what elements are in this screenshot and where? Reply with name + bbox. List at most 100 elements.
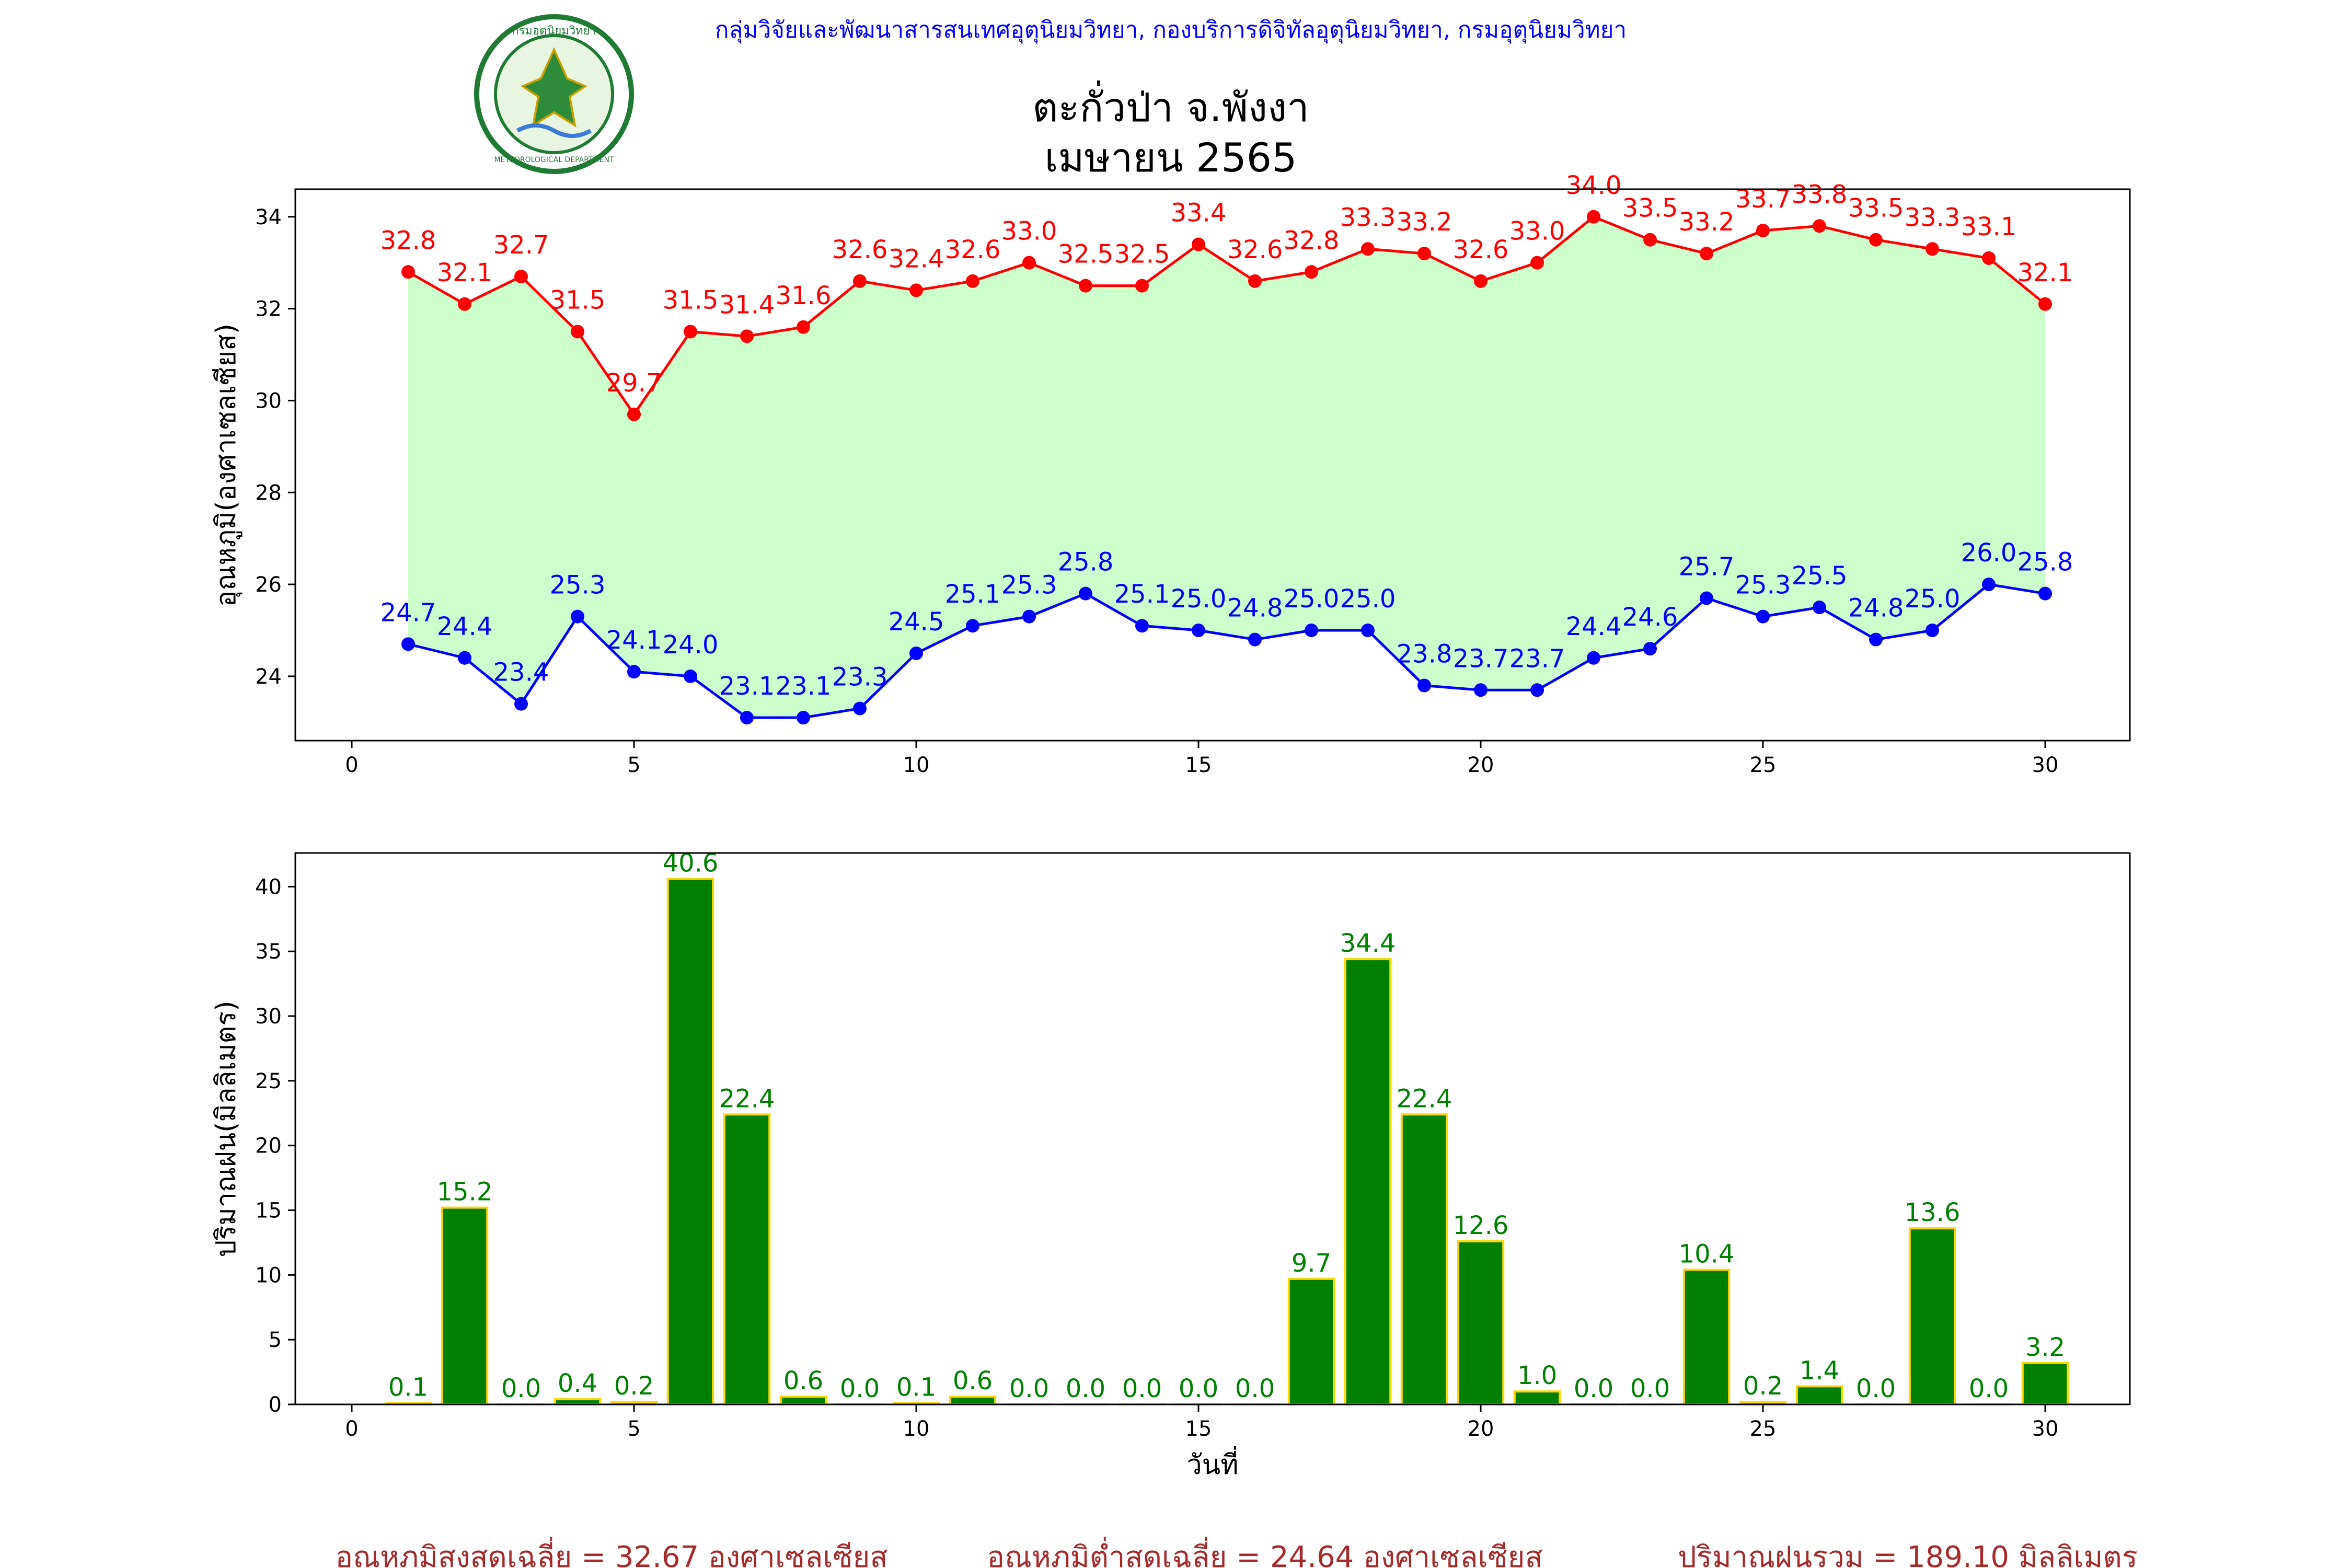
temperature-max-point	[1587, 210, 1600, 224]
temperature-max-value-label: 33.3	[1905, 203, 1961, 232]
temperature-min-value-label: 24.0	[663, 630, 719, 660]
rainfall-value-label: 22.4	[1397, 1084, 1452, 1113]
temperature-max-value-label: 32.6	[945, 235, 1001, 264]
temperature-min-point	[1417, 678, 1431, 693]
temperature-max-value-label: 32.6	[1227, 235, 1283, 264]
temperature-max-value-label: 32.8	[381, 226, 436, 255]
temperature-min-point	[1079, 586, 1092, 601]
chart-title-line1: ตะกั่วป่า จ.พังงา	[1032, 80, 1309, 131]
temperature-min-value-label: 23.7	[1453, 644, 1509, 673]
rainfall-x-tick-label: 10	[903, 1417, 930, 1441]
temperature-min-value-label: 23.4	[493, 658, 549, 687]
footer-avg-max: อุณหภูมิสูงสุดเฉลี่ย = 32.67 องศาเซลเซีย…	[335, 1537, 887, 1568]
temperature-min-value-label: 24.7	[381, 598, 436, 627]
temperature-min-point	[1248, 632, 1262, 647]
rainfall-value-label: 0.0	[840, 1374, 880, 1403]
temperature-max-point	[966, 274, 979, 288]
temperature-max-value-label: 32.8	[1284, 226, 1340, 255]
temperature-max-point	[401, 265, 415, 279]
temperature-range-fill	[408, 216, 2045, 718]
temperature-max-point	[1474, 274, 1488, 288]
temperature-max-point	[1700, 247, 1713, 261]
temperature-max-point	[1361, 242, 1375, 256]
rainfall-x-tick-label: 20	[1468, 1417, 1494, 1441]
temperature-min-point	[1982, 578, 1996, 592]
temperature-max-point	[909, 283, 923, 297]
temperature-min-point	[1022, 609, 1036, 624]
temperature-x-tick-label: 15	[1185, 753, 1212, 777]
temperature-min-value-label: 24.4	[1566, 612, 1622, 641]
temperature-max-value-label: 34.0	[1566, 171, 1622, 200]
rainfall-value-label: 0.0	[1122, 1374, 1162, 1403]
temperature-max-point	[1982, 251, 1996, 265]
rainfall-bar	[2021, 1362, 2069, 1406]
rainfall-x-tick-label: 25	[1750, 1417, 1777, 1441]
rainfall-value-label: 0.0	[1969, 1374, 2009, 1403]
temperature-min-point	[740, 711, 754, 725]
rainfall-value-label: 0.1	[896, 1373, 936, 1402]
temperature-min-value-label: 25.8	[2017, 548, 2073, 577]
temperature-max-value-label: 33.2	[1679, 207, 1735, 237]
rainfall-value-label: 0.6	[783, 1366, 823, 1396]
rainfall-value-label: 0.0	[1179, 1374, 1218, 1403]
rainfall-y-tick-label: 15	[255, 1199, 282, 1223]
temperature-x-tick-label: 0	[345, 753, 358, 777]
temperature-min-value-label: 24.5	[889, 607, 944, 637]
rainfall-bar	[779, 1396, 827, 1406]
temperature-min-line	[408, 583, 2046, 719]
temperature-min-point	[1700, 591, 1713, 605]
rainfall-value-label: 13.6	[1905, 1198, 1961, 1227]
rainfall-value-label: 0.0	[1009, 1374, 1049, 1403]
temperature-ticks-layer: 0 5 10 15 20 25 30 24 26 28 30 32 34	[255, 205, 2058, 777]
rainfall-value-label: 0.0	[1574, 1374, 1613, 1403]
temperature-max-value-label: 31.6	[776, 281, 832, 310]
temperature-max-point	[571, 325, 584, 339]
temperature-lines-layer	[407, 215, 2046, 719]
temperature-min-point	[1530, 683, 1544, 697]
rainfall-y-tick-label: 40	[255, 875, 282, 899]
temperature-x-tick-label: 5	[627, 753, 640, 777]
temperature-min-value-label: 25.0	[1905, 584, 1961, 614]
rainfall-value-label: 9.7	[1292, 1249, 1331, 1278]
temperature-x-tick-label: 20	[1468, 753, 1494, 777]
temperature-labels-layer: 32.832.132.731.529.731.5 31.4 31.632.6 32.4…	[381, 171, 2073, 701]
rainfall-y-tick-label: 35	[255, 940, 282, 964]
temperature-min-value-label: 23.8	[1397, 640, 1452, 669]
rainfall-value-label: 12.6	[1453, 1211, 1509, 1240]
temperature-max-point	[1756, 224, 1770, 238]
temperature-min-point	[401, 637, 415, 651]
temperature-max-point	[1869, 233, 1883, 247]
temperature-max-point	[1248, 274, 1262, 288]
temperature-min-point	[1869, 632, 1883, 647]
temperature-y-axis-label: อุณหภูมิ(องศาเซลเซียส)	[211, 324, 243, 607]
temperature-max-point	[458, 297, 471, 311]
rainfall-value-label: 1.0	[1517, 1361, 1557, 1390]
temperature-min-point	[458, 651, 471, 665]
rainfall-plot: 0.115.20.0 0.4 0.240.622.40.6 0.0 0.1 0.6 0.0 0…	[211, 849, 2131, 1481]
temperature-max-value-label: 33.8	[1792, 180, 1848, 209]
temperature-max-point	[1135, 279, 1149, 293]
temperature-max-value-label: 33.2	[1397, 207, 1452, 237]
rainfall-bar	[1908, 1227, 1956, 1405]
temperature-min-value-label: 23.3	[832, 662, 888, 691]
temperature-y-tick-label: 26	[255, 573, 282, 597]
temperature-min-point	[1135, 619, 1149, 633]
temperature-min-value-label: 24.6	[1622, 603, 1678, 632]
temperature-plot: 32.832.132.731.529.731.5 31.4 31.632.6 32.4…	[211, 171, 2131, 777]
temperature-min-point	[1643, 642, 1657, 656]
temperature-max-point	[1305, 265, 1318, 279]
temperature-y-tick-label: 24	[255, 665, 282, 689]
temperature-max-value-label: 33.3	[1340, 203, 1396, 232]
temperature-max-value-label: 31.4	[719, 290, 775, 319]
temperature-max-point	[1079, 279, 1092, 293]
temperature-x-tick-label: 30	[2032, 753, 2059, 777]
temperature-max-value-label: 29.7	[606, 368, 662, 398]
temperature-min-value-label: 24.8	[1848, 594, 1904, 623]
rainfall-axes-frame	[294, 852, 2131, 1405]
temperature-max-value-label: 32.6	[1453, 235, 1509, 264]
temperature-min-point	[684, 669, 697, 683]
footer-rain-total: ปริมาณฝนรวม = 189.10 มิลลิเมตร	[1678, 1540, 2138, 1568]
temperature-max-value-label: 32.5	[1058, 240, 1114, 269]
temperature-min-point	[1361, 624, 1375, 637]
